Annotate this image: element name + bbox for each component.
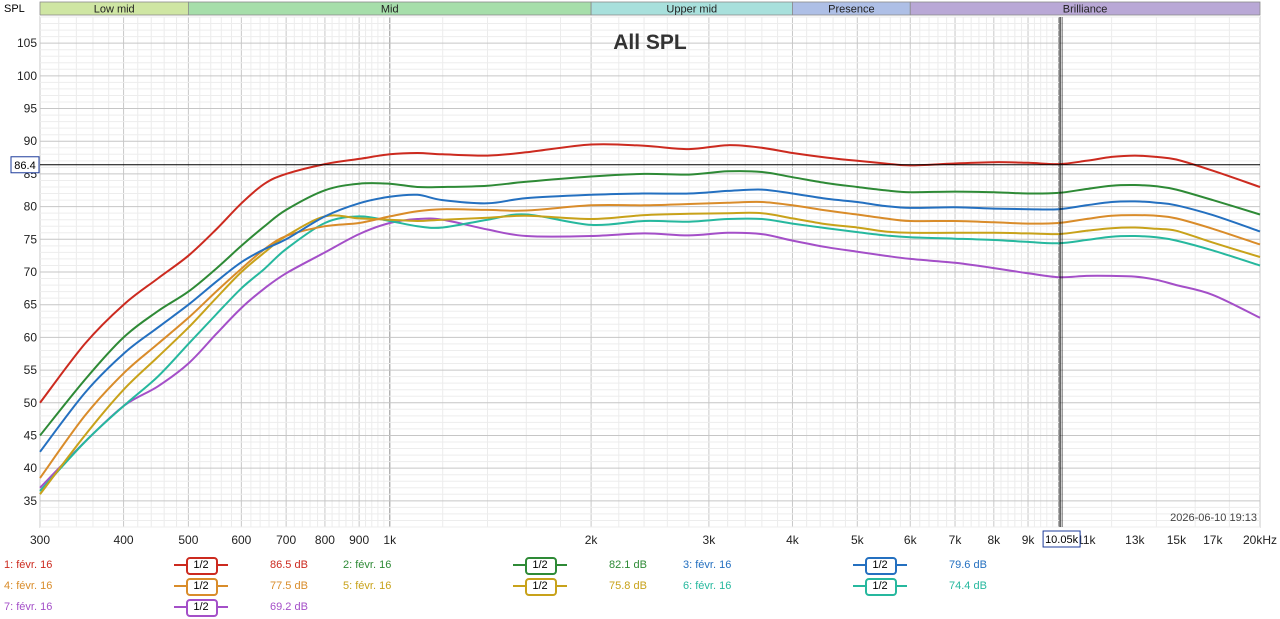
x-tick-label: 800 bbox=[315, 533, 335, 547]
smoothing-button[interactable]: 1/2 bbox=[174, 577, 228, 596]
x-tick-label: 600 bbox=[231, 533, 251, 547]
y-tick-label: 105 bbox=[17, 36, 37, 50]
series-line-6[interactable] bbox=[39, 213, 1261, 492]
x-tick-label: 400 bbox=[114, 533, 134, 547]
series-line-1[interactable] bbox=[39, 143, 1261, 404]
legend-value: 82.1 dB bbox=[609, 559, 647, 571]
x-tick-label: 500 bbox=[178, 533, 198, 547]
legend-series-name: 3: févr. 16 bbox=[683, 559, 732, 571]
legend-item[interactable]: 3: févr. 16 1/2 79.6 dB bbox=[683, 556, 1003, 575]
smoothing-label: 1/2 bbox=[193, 601, 209, 613]
y-tick-label: 100 bbox=[17, 69, 37, 83]
legend-value: 74.4 dB bbox=[949, 580, 987, 592]
band-label: Upper mid bbox=[666, 4, 717, 16]
band-label: Low mid bbox=[94, 4, 135, 16]
x-tick-label: 8k bbox=[987, 533, 1001, 547]
smoothing-label: 1/2 bbox=[532, 559, 548, 571]
x-tick-label: 15k bbox=[1167, 533, 1187, 547]
series-line-2[interactable] bbox=[39, 170, 1261, 437]
y-tick-label: 95 bbox=[24, 102, 38, 116]
legend-series-name: 1: févr. 16 bbox=[4, 559, 53, 571]
x-tick-label: 700 bbox=[276, 533, 296, 547]
legend: 1: févr. 16 1/2 86.5 dB 2: févr. 16 1/2 82.1 … bbox=[0, 556, 1280, 619]
legend-value: 69.2 dB bbox=[270, 601, 308, 613]
x-tick-label: 11k bbox=[1077, 533, 1096, 547]
x-tick-label: 900 bbox=[349, 533, 369, 547]
x-tick-label: 9k bbox=[1022, 533, 1036, 547]
legend-item[interactable]: 2: févr. 16 1/2 82.1 dB bbox=[343, 556, 663, 575]
smoothing-button[interactable]: 1/2 bbox=[853, 577, 907, 596]
band-label: Brilliance bbox=[1063, 4, 1108, 16]
legend-item[interactable]: 4: févr. 16 1/2 77.5 dB bbox=[4, 577, 324, 596]
x-tick-label: 4k bbox=[786, 533, 800, 547]
smoothing-label: 1/2 bbox=[872, 559, 888, 571]
y-tick-label: 80 bbox=[24, 200, 38, 214]
timestamp: 2026-06-10 19:13 bbox=[1170, 512, 1257, 524]
y-tick-label: 90 bbox=[24, 134, 38, 148]
cursor-y-readout-box bbox=[10, 156, 40, 174]
y-tick-label: 65 bbox=[24, 298, 38, 312]
y-tick-label: 40 bbox=[24, 461, 38, 475]
smoothing-button[interactable]: 1/2 bbox=[513, 556, 567, 575]
x-tick-label: 2k bbox=[585, 533, 599, 547]
chart-title: All SPL bbox=[613, 31, 687, 54]
legend-item[interactable]: 6: févr. 16 1/2 74.4 dB bbox=[683, 577, 1003, 596]
legend-series-name: 4: févr. 16 bbox=[4, 580, 53, 592]
legend-series-name: 7: févr. 16 bbox=[4, 601, 53, 613]
series-line-7[interactable] bbox=[39, 217, 1261, 489]
legend-item[interactable]: 1: févr. 16 1/2 86.5 dB bbox=[4, 556, 324, 575]
x-tick-label: 1k bbox=[383, 533, 397, 547]
y-tick-label: 50 bbox=[24, 396, 38, 410]
legend-series-name: 6: févr. 16 bbox=[683, 580, 732, 592]
legend-series-name: 2: févr. 16 bbox=[343, 559, 392, 571]
legend-series-name: 5: févr. 16 bbox=[343, 580, 392, 592]
legend-value: 86.5 dB bbox=[270, 559, 308, 571]
x-tick-label: 17k bbox=[1203, 533, 1223, 547]
legend-value: 75.8 dB bbox=[609, 580, 647, 592]
x-tick-label: 20kHz bbox=[1243, 533, 1277, 547]
cursor-x-readout: 10.05k bbox=[1045, 534, 1079, 546]
legend-item[interactable]: 5: févr. 16 1/2 75.8 dB bbox=[343, 577, 663, 596]
x-tick-label: 3k bbox=[703, 533, 717, 547]
smoothing-button[interactable]: 1/2 bbox=[174, 598, 228, 617]
smoothing-label: 1/2 bbox=[193, 580, 209, 592]
y-tick-label: 35 bbox=[24, 494, 38, 508]
cursor-x-readout-box bbox=[1042, 530, 1081, 548]
series-line-4[interactable] bbox=[39, 200, 1261, 479]
cursor-y-readout: 86.4 bbox=[14, 160, 35, 172]
y-tick-label: 45 bbox=[24, 428, 38, 442]
x-tick-label: 6k bbox=[904, 533, 918, 547]
series-line-5[interactable] bbox=[39, 211, 1261, 495]
smoothing-button[interactable]: 1/2 bbox=[853, 556, 907, 575]
band-brilliance bbox=[909, 1, 1261, 16]
y-tick-label: 70 bbox=[24, 265, 38, 279]
x-tick-label: 7k bbox=[949, 533, 963, 547]
x-tick-label: 300 bbox=[30, 533, 50, 547]
legend-item[interactable]: 7: févr. 16 1/2 69.2 dB bbox=[4, 598, 324, 617]
legend-value: 79.6 dB bbox=[949, 559, 987, 571]
y-tick-label: 55 bbox=[24, 363, 38, 377]
band-label: Presence bbox=[828, 4, 874, 16]
x-tick-label: 5k bbox=[851, 533, 865, 547]
smoothing-button[interactable]: 1/2 bbox=[513, 577, 567, 596]
spl-chart[interactable]: Low mid Mid Upper mid Presence Brilliance 35… bbox=[0, 0, 1280, 556]
smoothing-label: 1/2 bbox=[532, 580, 548, 592]
x-tick-label: 13k bbox=[1125, 533, 1145, 547]
band-label: Mid bbox=[381, 4, 399, 16]
smoothing-label: 1/2 bbox=[872, 580, 888, 592]
y-tick-label: 60 bbox=[24, 330, 38, 344]
legend-value: 77.5 dB bbox=[270, 580, 308, 592]
y-tick-label: 75 bbox=[24, 232, 38, 246]
smoothing-button[interactable]: 1/2 bbox=[174, 556, 228, 575]
y-axis-label: SPL bbox=[4, 3, 25, 15]
smoothing-label: 1/2 bbox=[193, 559, 209, 571]
series-line-3[interactable] bbox=[39, 188, 1261, 453]
